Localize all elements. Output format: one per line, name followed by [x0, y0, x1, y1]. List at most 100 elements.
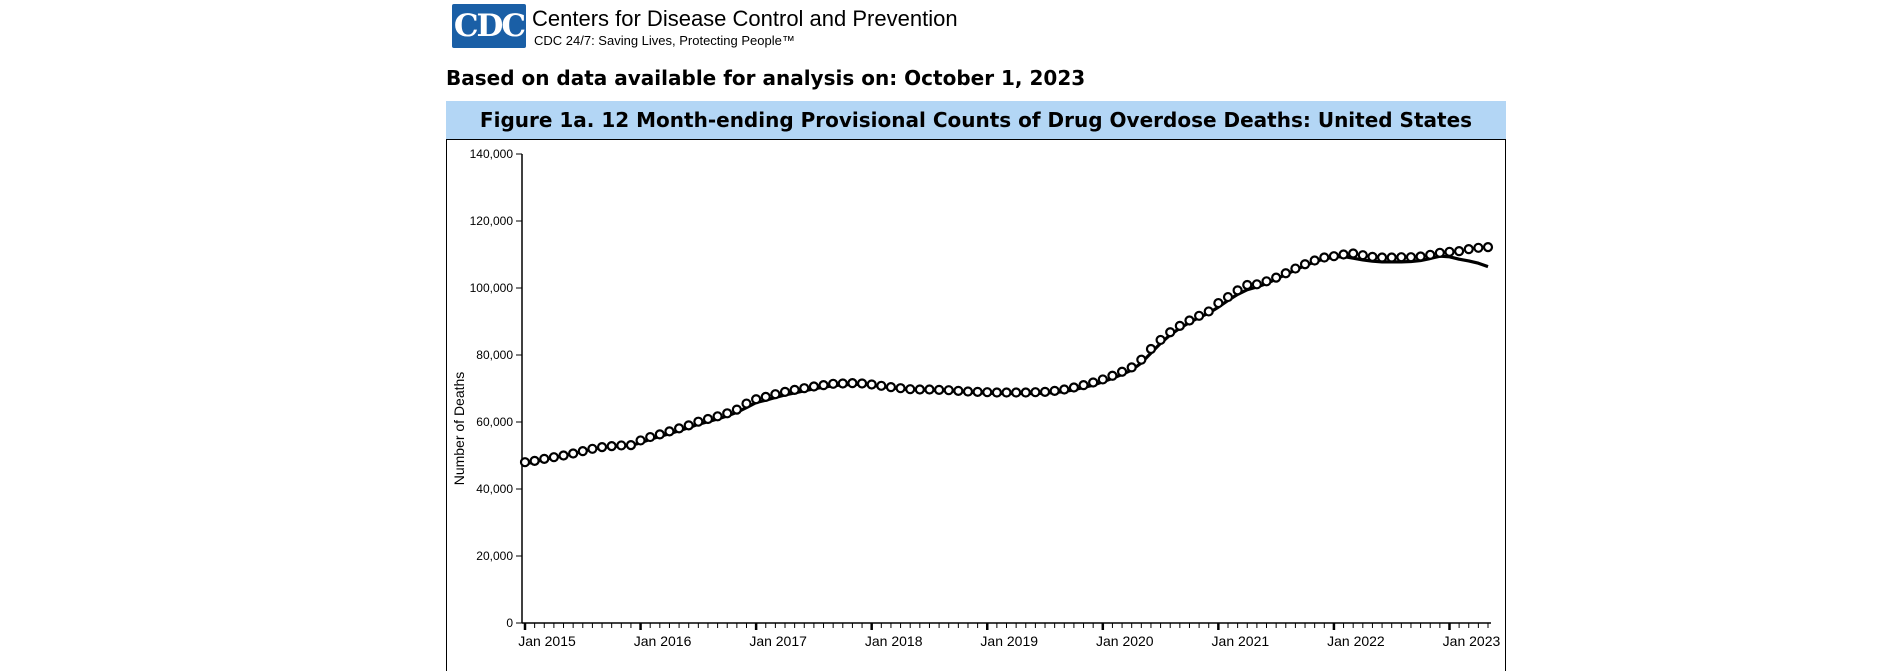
series-predicted-point — [1203, 306, 1214, 317]
series-predicted-point — [982, 387, 993, 398]
series-predicted-point — [1482, 242, 1494, 253]
series-predicted-point — [1376, 252, 1388, 263]
series-predicted-point — [1059, 384, 1070, 395]
series-predicted-point — [1193, 310, 1205, 321]
series-predicted-point — [712, 411, 723, 422]
series-predicted-point — [558, 450, 569, 461]
series-predicted-point — [1145, 343, 1157, 355]
series-predicted-point — [895, 383, 906, 394]
x-tick-label: Jan 2023 — [1443, 633, 1501, 649]
series-predicted-point — [866, 379, 877, 390]
series-predicted-point — [760, 391, 771, 402]
series-predicted-point — [625, 440, 637, 451]
series-predicted-point — [529, 455, 540, 466]
series-predicted-point — [702, 413, 714, 425]
series-predicted-point — [1280, 268, 1291, 279]
series-predicted-point — [779, 386, 791, 397]
figure-title: Figure 1a. 12 Month-ending Provisional C… — [479, 108, 1473, 132]
series-predicted-point — [1357, 250, 1368, 261]
series-predicted-point — [519, 457, 531, 468]
series-predicted-point — [1088, 377, 1099, 388]
y-tick-label: 80,000 — [476, 348, 513, 362]
series-predicted-point — [1232, 285, 1243, 296]
series-predicted-point — [1184, 315, 1195, 326]
series-predicted-point — [885, 382, 897, 393]
data-availability-date: Based on data available for analysis on:… — [446, 66, 1086, 90]
series-predicted-point — [1309, 255, 1320, 266]
series-predicted-point — [664, 426, 675, 437]
series-predicted-point — [1165, 327, 1176, 338]
y-tick-label: 40,000 — [476, 482, 513, 496]
x-tick-label: Jan 2022 — [1327, 633, 1385, 649]
series-predicted-point — [1126, 362, 1137, 373]
series-predicted-point — [962, 386, 974, 397]
series-predicted-point — [924, 384, 935, 395]
x-tick-label: Jan 2016 — [634, 633, 692, 649]
y-axis-title: Number of Deaths — [451, 372, 467, 486]
series-predicted-point — [799, 383, 810, 394]
series-predicted-point — [847, 378, 858, 389]
series-predicted-point — [1290, 263, 1301, 274]
series-predicted-point — [1011, 387, 1022, 398]
series-predicted-point — [1299, 259, 1311, 270]
series-predicted-point — [1444, 246, 1455, 257]
series-predicted-point — [751, 394, 762, 405]
series-predicted-point — [1328, 251, 1340, 262]
series-predicted-point — [933, 384, 945, 395]
series-predicted-point — [905, 384, 916, 395]
series-predicted-point — [1405, 252, 1417, 263]
series-predicted-point — [722, 408, 733, 419]
series-predicted-point — [1107, 370, 1118, 381]
y-tick-label: 120,000 — [470, 214, 514, 228]
series-predicted-point — [1001, 387, 1012, 398]
series-predicted-point — [1425, 249, 1436, 260]
y-tick-label: 0 — [506, 616, 513, 630]
series-predicted-point — [587, 443, 598, 454]
series-predicted-point — [1271, 272, 1282, 283]
series-predicted-point — [818, 380, 829, 391]
org-name: Centers for Disease Control and Preventi… — [532, 6, 958, 31]
figure-title-band: Figure 1a. 12 Month-ending Provisional C… — [446, 101, 1506, 139]
series-predicted-point — [828, 378, 839, 389]
series-predicted-point — [1386, 252, 1397, 263]
y-tick-label: 60,000 — [476, 415, 513, 429]
series-predicted-point — [1136, 354, 1147, 365]
series-predicted-point — [654, 429, 665, 440]
series-predicted-point — [673, 423, 685, 434]
series-predicted-point — [953, 385, 964, 396]
cdc-logo[interactable]: CDC — [452, 4, 526, 48]
series-predicted-point — [1434, 247, 1445, 258]
series-predicted-point — [972, 386, 983, 397]
series-predicted-point — [683, 420, 694, 431]
series-predicted-point — [914, 384, 925, 395]
series-predicted-point — [577, 446, 588, 457]
series-predicted-point — [1049, 385, 1060, 396]
series-predicted-point — [568, 448, 579, 459]
series-predicted-point — [856, 378, 868, 389]
series-predicted-point — [616, 440, 627, 451]
series-predicted-point — [876, 380, 887, 391]
y-tick-label: 140,000 — [470, 147, 514, 161]
series-predicted-point — [1097, 374, 1108, 385]
overdose-deaths-chart: 0 20,000 40,000 60,000 80,000 100,000 120,000 1… — [451, 147, 1501, 649]
series-predicted-point — [693, 416, 704, 427]
series-predicted-point — [1454, 246, 1465, 257]
series-predicted-point — [1463, 244, 1474, 255]
series-predicted-point — [1338, 249, 1349, 260]
x-tick-label: Jan 2021 — [1212, 633, 1270, 649]
y-tick-label: 20,000 — [476, 549, 513, 563]
series-predicted-point — [1242, 279, 1253, 291]
x-tick-label: Jan 2017 — [749, 633, 807, 649]
x-tick-label: Jan 2019 — [980, 633, 1038, 649]
series-predicted-point — [789, 384, 800, 395]
cdc-logo-text: CDC — [453, 8, 526, 44]
series-predicted-point — [991, 387, 1002, 398]
series-predicted-point — [1251, 279, 1262, 290]
cdc-header: CDC Centers for Disease Control and Prev… — [452, 2, 1012, 50]
series-predicted-point — [548, 452, 559, 463]
series-predicted-point — [1367, 251, 1378, 262]
series-predicted-point — [1213, 297, 1224, 309]
series-predicted-point — [1174, 320, 1185, 331]
series-predicted-point — [1261, 276, 1272, 287]
x-tick-label: Jan 2020 — [1096, 633, 1154, 649]
